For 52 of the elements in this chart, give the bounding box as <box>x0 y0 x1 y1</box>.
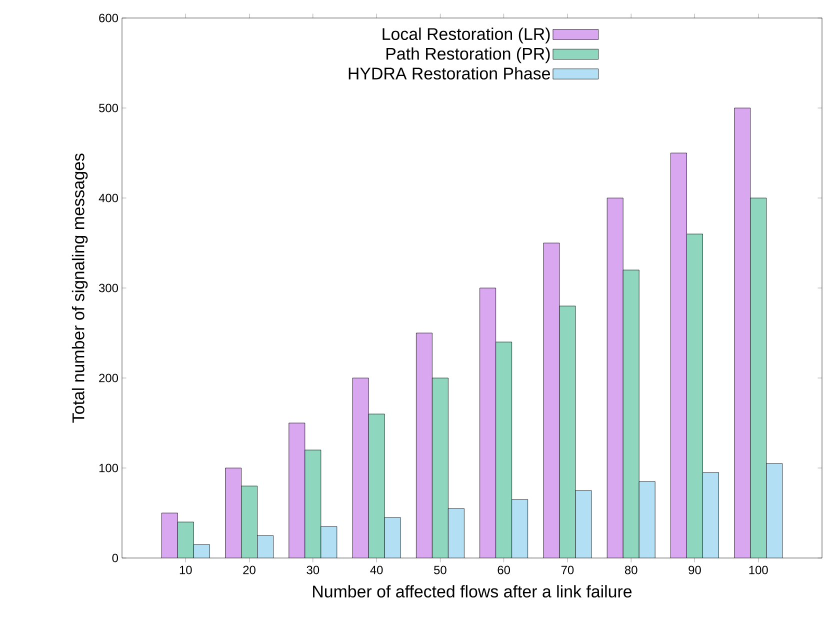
bar <box>161 512 178 558</box>
bar <box>638 481 656 558</box>
bar <box>257 535 274 558</box>
legend-label: Path Restoration (PR) <box>386 47 550 64</box>
bar <box>352 378 369 558</box>
bar <box>320 526 338 558</box>
bar <box>194 544 210 558</box>
bar <box>702 472 719 558</box>
x-tick-label: 90 <box>688 566 701 574</box>
bar <box>686 234 703 558</box>
x-tick-label: 100 <box>749 566 768 574</box>
y-tick-label: 200 <box>99 374 118 382</box>
legend-label: Local Restoration (LR) <box>382 28 550 44</box>
x-tick-label: 70 <box>561 566 574 574</box>
bar <box>512 500 528 558</box>
bar <box>543 242 560 558</box>
x-tick-label: 30 <box>306 566 320 574</box>
bar <box>448 508 464 558</box>
y-tick-label: 300 <box>98 284 118 292</box>
bar <box>384 517 401 558</box>
bar <box>496 342 512 558</box>
x-tick-label: 10 <box>180 566 192 574</box>
bar <box>750 198 767 558</box>
bar <box>432 378 448 558</box>
x-axis-title: Number of affected flows after a link failure <box>313 585 632 598</box>
legend-label: HYDRA Restoration Phase <box>348 67 550 80</box>
bar <box>622 270 640 558</box>
bar <box>225 468 242 558</box>
x-tick-label: 80 <box>624 566 638 574</box>
bar <box>416 332 432 558</box>
bar <box>670 152 687 558</box>
bar <box>480 288 496 558</box>
bar <box>368 414 385 558</box>
bar <box>304 450 322 558</box>
x-tick-label: 50 <box>434 566 446 574</box>
x-tick-label: 40 <box>370 566 383 574</box>
bar <box>241 486 258 558</box>
y-axis-title: Total number of signaling messages <box>72 154 88 423</box>
x-tick-label: 60 <box>498 566 510 574</box>
bar <box>766 463 783 558</box>
y-tick-label: 500 <box>99 104 118 112</box>
bar <box>606 198 624 558</box>
bar <box>559 306 576 558</box>
y-tick-label: 0 <box>112 554 118 562</box>
y-tick-label: 600 <box>99 14 118 22</box>
x-tick-label: 20 <box>243 566 256 574</box>
bar <box>288 422 306 558</box>
bar <box>177 522 194 558</box>
bar <box>734 108 751 558</box>
y-tick-label: 400 <box>98 194 118 202</box>
bar <box>575 490 592 558</box>
y-tick-label: 100 <box>99 464 118 472</box>
